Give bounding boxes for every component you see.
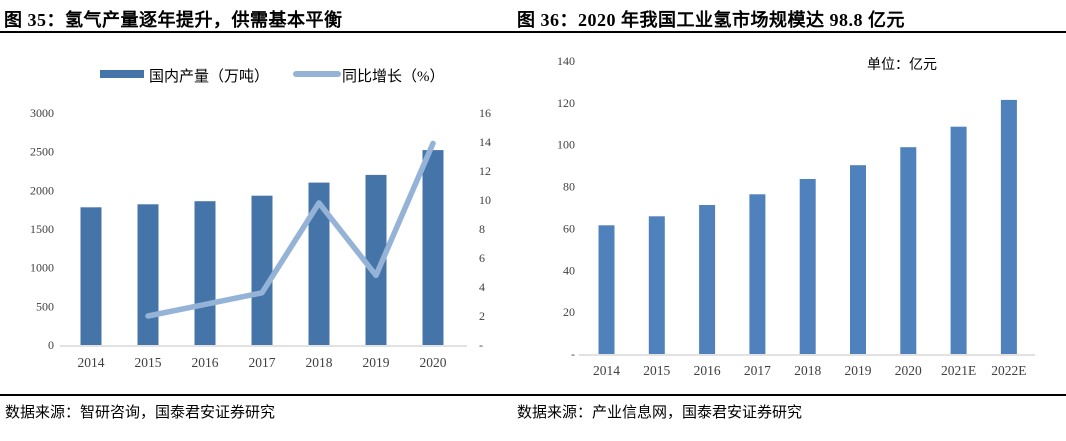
- production-bar-2016: [194, 201, 216, 345]
- production-bar-2020: [422, 150, 444, 345]
- production-bar-2014: [80, 207, 102, 345]
- industrial-hydrogen-market-chart: 单位：亿元 - 20 40 60 80 100 120 140 2014 2015 2016 2017 2…: [557, 54, 1035, 378]
- market-size-bar-2018: [799, 179, 816, 354]
- market-size-bar-2020: [900, 147, 917, 354]
- x-axis-label-2022E: 2022E: [991, 363, 1026, 378]
- right-axis-tick: 16: [479, 106, 491, 120]
- production-bar-2017: [251, 195, 273, 345]
- y-axis-tick: 140: [557, 54, 575, 68]
- yoy-growth-line: [145, 140, 436, 319]
- figure-35-title: 图 35：氢气产量逐年提升，供需基本平衡: [4, 10, 343, 30]
- market-size-bar-2015: [648, 216, 665, 354]
- x-axis-label-2016: 2016: [694, 363, 721, 378]
- y-axis-tick: 100: [557, 138, 575, 152]
- y-axis-tick: 20: [563, 305, 575, 319]
- x-axis-label-2019: 2019: [845, 363, 872, 378]
- legend-swatch-production-bar: [100, 70, 144, 78]
- market-size-bar-2014: [598, 225, 615, 354]
- x-axis-label-2020: 2020: [895, 363, 922, 378]
- left-axis-tick: 2500: [30, 145, 54, 159]
- unit-note: 单位：亿元: [867, 57, 937, 73]
- right-axis-tick: 4: [479, 280, 485, 294]
- right-axis-tick: -: [479, 338, 483, 352]
- market-size-bar-2016: [699, 205, 716, 354]
- x-axis-label-2020: 2020: [420, 355, 447, 370]
- y-axis-tick: 60: [563, 221, 575, 235]
- left-axis-tick: 1500: [30, 222, 54, 236]
- figure-36-title: 图 36：2020 年我国工业氢市场规模达 98.8 亿元: [517, 10, 905, 30]
- market-size-bar-2021E: [950, 126, 967, 354]
- right-axis-tick: 10: [479, 193, 491, 207]
- market-size-bar-2022E: [1000, 99, 1017, 355]
- y-axis-tick: -: [571, 347, 575, 361]
- market-size-bar-2019: [850, 165, 866, 354]
- right-axis-tick: 12: [479, 164, 491, 178]
- y-axis-tick: 120: [557, 96, 575, 110]
- x-axis-label-2017: 2017: [249, 355, 276, 370]
- production-bar-2019: [365, 174, 387, 345]
- production-bar-2018: [308, 182, 330, 345]
- x-axis-label-2017: 2017: [744, 363, 771, 378]
- x-axis-label-2016: 2016: [192, 355, 219, 370]
- right-axis-tick: 6: [479, 251, 485, 265]
- x-axis-label-2021E: 2021E: [941, 363, 976, 378]
- left-axis-tick: 0: [48, 338, 54, 352]
- footer-rule: [0, 394, 1066, 396]
- figure-35-source: 数据来源：智研咨询，国泰君安证券研究: [5, 405, 276, 421]
- right-axis-tick: 2: [479, 309, 485, 323]
- x-axis-label-2014: 2014: [78, 355, 105, 370]
- production-bar-2015: [137, 204, 159, 345]
- title-underline-rule: [0, 31, 1066, 33]
- right-axis-tick: 8: [479, 222, 485, 236]
- figure-36-source: 数据来源：产业信息网，国泰君安证券研究: [517, 405, 803, 421]
- left-axis-tick: 1000: [30, 261, 54, 275]
- y-axis-tick: 80: [563, 180, 575, 194]
- x-axis-label-2018: 2018: [794, 363, 821, 378]
- market-size-bar-2017: [749, 194, 766, 354]
- y-axis-tick: 40: [563, 263, 575, 277]
- x-axis-label-2018: 2018: [306, 355, 333, 370]
- left-axis-tick: 3000: [30, 106, 54, 120]
- x-axis-label-2015: 2015: [643, 363, 670, 378]
- x-axis-label-2019: 2019: [363, 355, 390, 370]
- legend-label-growth: 同比增长（%）: [342, 68, 445, 85]
- hydrogen-production-chart: 国内产量（万吨） 同比增长（%） 0 500 1000 1500 2000 2500 3000 -…: [30, 68, 491, 370]
- left-axis-tick: 2000: [30, 183, 54, 197]
- right-axis-tick: 14: [479, 135, 491, 149]
- left-axis-tick: 500: [36, 299, 54, 313]
- x-axis-label-2015: 2015: [135, 355, 162, 370]
- x-axis-label-2014: 2014: [593, 363, 620, 378]
- legend-label-production: 国内产量（万吨）: [149, 68, 269, 85]
